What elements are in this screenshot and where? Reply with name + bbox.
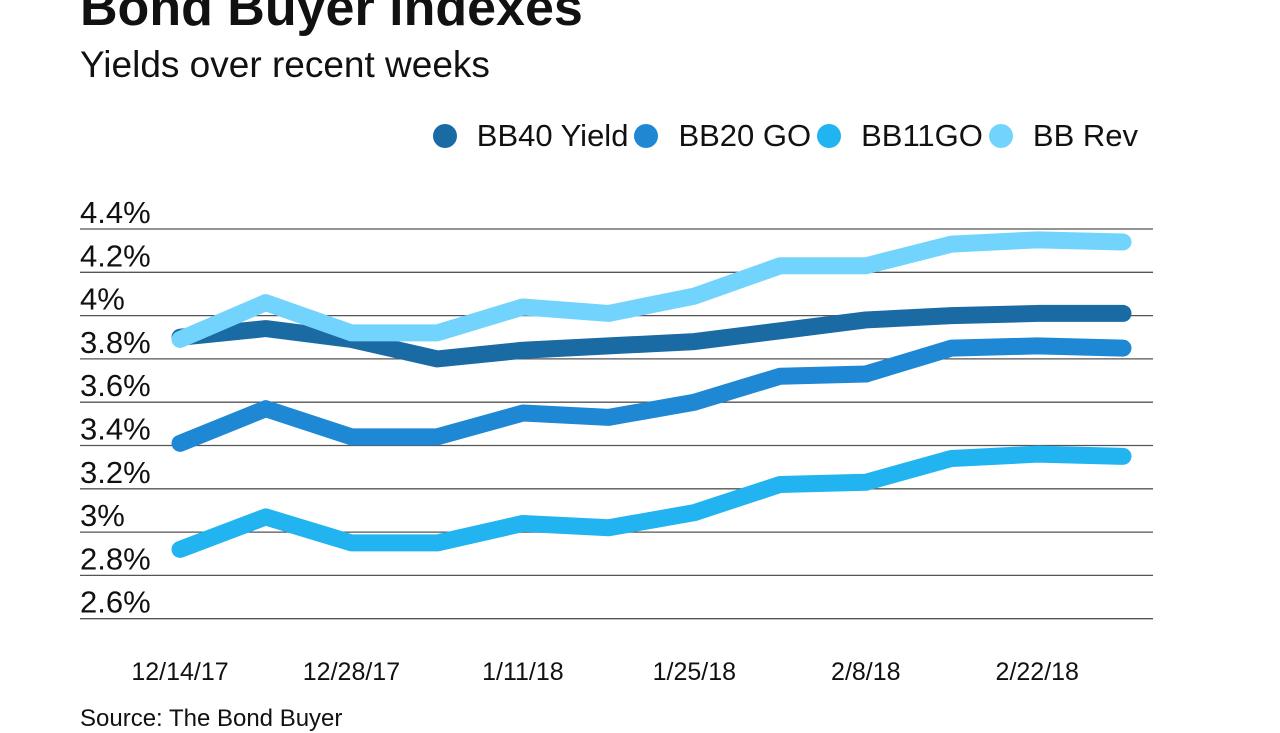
y-tick-label: 4%	[80, 282, 125, 317]
series-line-bb11go	[180, 454, 1123, 549]
y-tick-label: 3.6%	[80, 368, 151, 403]
x-tick-label: 12/14/17	[131, 658, 228, 686]
y-tick-label: 3%	[80, 498, 125, 533]
y-tick-label: 2.6%	[80, 585, 151, 620]
y-tick-label: 2.8%	[80, 541, 151, 576]
x-tick-label: 1/11/18	[482, 658, 564, 686]
source-note: Source: The Bond Buyer	[80, 705, 342, 733]
y-tick-label: 4.4%	[80, 195, 151, 230]
y-tick-label: 4.2%	[80, 238, 151, 273]
y-tick-label: 3.2%	[80, 455, 151, 490]
series-line-bb-rev	[180, 240, 1123, 340]
x-tick-label: 1/25/18	[653, 658, 736, 686]
x-tick-label: 2/22/18	[996, 658, 1079, 686]
y-tick-label: 3.4%	[80, 412, 151, 447]
x-tick-label: 12/28/17	[303, 658, 400, 686]
series-line-bb20-go	[180, 346, 1123, 443]
x-tick-label: 2/8/18	[831, 658, 901, 686]
y-tick-label: 3.8%	[80, 325, 151, 360]
